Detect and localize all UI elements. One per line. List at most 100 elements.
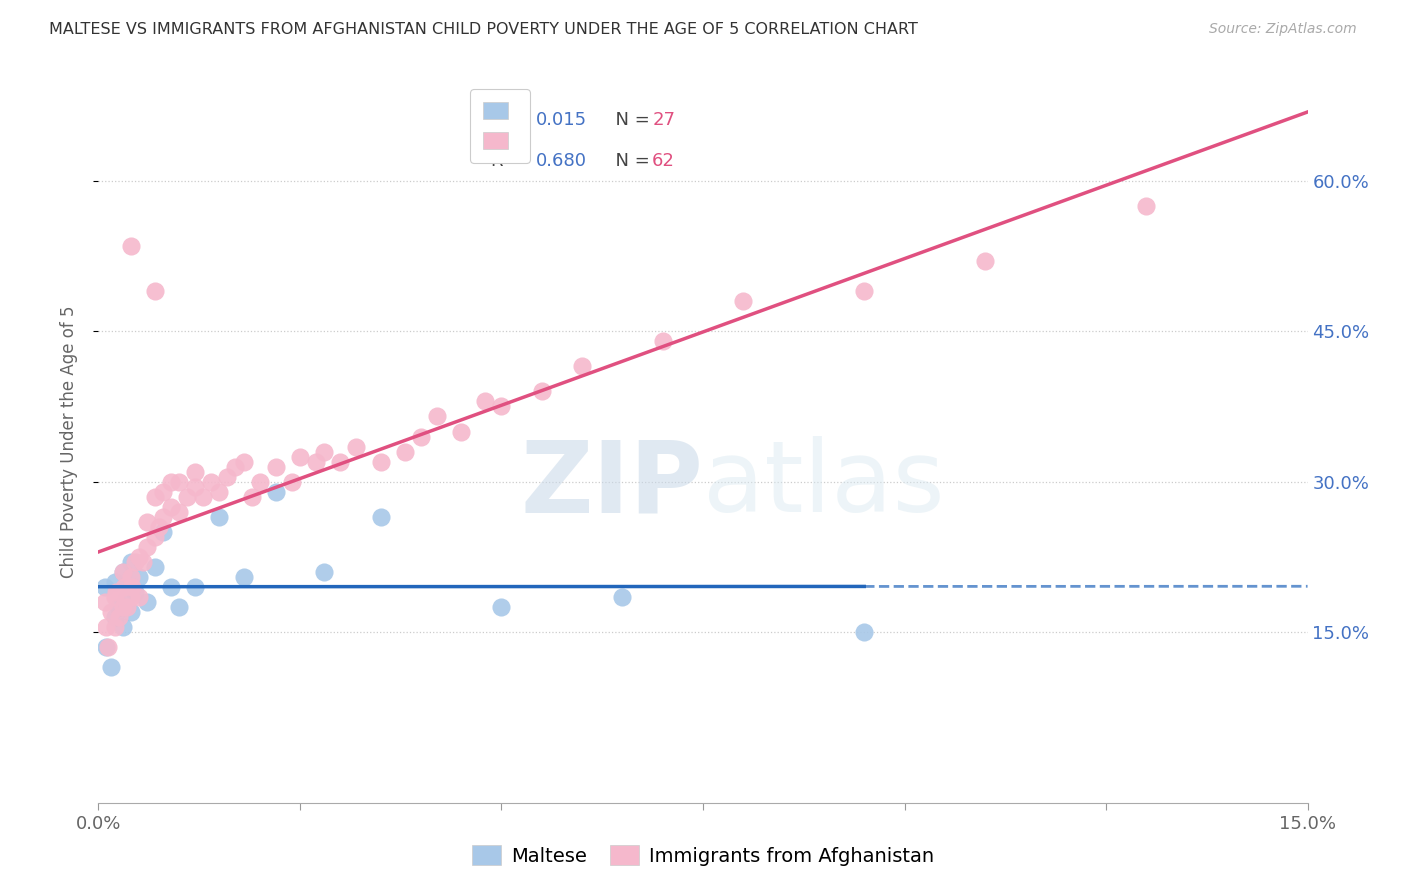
Point (288, 450, 311, 464)
Point (160, 500, 183, 514)
Point (120, 590, 142, 604)
Point (208, 484, 231, 499)
Point (100, 660, 122, 674)
Point (853, 625, 876, 640)
Point (107, 610, 129, 624)
Point (974, 253, 997, 268)
Point (450, 425, 472, 439)
Point (94, 595, 117, 609)
Point (112, 580, 135, 594)
Point (193, 490, 215, 504)
Point (314, 565, 336, 579)
Point (107, 600, 129, 615)
Point (612, 590, 634, 604)
Point (264, 484, 287, 499)
Point (128, 570, 150, 584)
Point (128, 549, 150, 564)
Point (409, 429, 432, 443)
Point (184, 480, 207, 494)
Legend: Maltese, Immigrants from Afghanistan: Maltese, Immigrants from Afghanistan (464, 838, 942, 873)
Point (426, 409, 449, 424)
Point (152, 524, 174, 539)
Point (111, 600, 134, 615)
Text: N =: N = (603, 153, 655, 170)
Point (160, 475, 183, 489)
Point (474, 394, 496, 409)
Point (1135, 199, 1157, 213)
Point (240, 490, 263, 504)
Point (232, 454, 254, 469)
Text: R =: R = (492, 111, 530, 129)
Point (96, 620, 118, 634)
Point (120, 605, 142, 619)
Point (143, 560, 166, 574)
Point (208, 509, 231, 524)
Point (853, 284, 876, 298)
Point (120, 555, 142, 569)
Point (111, 620, 134, 634)
Point (103, 610, 125, 624)
Point (103, 574, 125, 589)
Point (94, 580, 117, 594)
Text: 0.015: 0.015 (536, 111, 588, 129)
Point (370, 454, 392, 469)
Text: N =: N = (603, 111, 655, 129)
Text: ZIP: ZIP (520, 436, 703, 533)
Point (135, 595, 157, 609)
Point (105, 585, 128, 599)
Point (200, 475, 222, 489)
Point (115, 590, 138, 604)
Point (132, 555, 155, 569)
Point (121, 580, 143, 594)
Point (249, 475, 271, 489)
Point (143, 530, 166, 544)
Point (184, 465, 207, 479)
Text: atlas: atlas (703, 436, 945, 533)
Point (115, 600, 138, 615)
Point (135, 515, 157, 529)
Point (651, 334, 673, 348)
Point (344, 440, 367, 454)
Text: 0.680: 0.680 (536, 153, 588, 170)
Point (97, 640, 120, 655)
Text: R =: R = (492, 153, 530, 170)
Point (160, 580, 183, 594)
Text: 27: 27 (652, 111, 675, 129)
Point (103, 620, 125, 634)
Point (103, 590, 125, 604)
Point (224, 459, 246, 474)
Point (124, 585, 146, 599)
Point (152, 509, 174, 524)
Point (281, 475, 304, 489)
Text: 62: 62 (652, 153, 675, 170)
Point (128, 590, 150, 604)
Text: MALTESE VS IMMIGRANTS FROM AFGHANISTAN CHILD POVERTY UNDER THE AGE OF 5 CORRELAT: MALTESE VS IMMIGRANTS FROM AFGHANISTAN C… (49, 22, 918, 37)
Point (152, 484, 174, 499)
Point (217, 469, 239, 483)
Point (100, 605, 122, 619)
Point (232, 570, 254, 584)
Point (394, 444, 416, 458)
Point (135, 540, 157, 554)
Point (184, 580, 207, 594)
Point (143, 490, 166, 504)
Point (491, 400, 513, 414)
Point (148, 520, 170, 534)
Point (305, 454, 328, 469)
Point (111, 565, 134, 579)
Point (124, 555, 146, 569)
Point (329, 454, 352, 469)
Point (120, 239, 142, 253)
Point (143, 284, 166, 298)
Point (176, 490, 198, 504)
Point (370, 509, 392, 524)
Point (571, 359, 593, 374)
Point (530, 384, 553, 399)
Point (120, 570, 142, 584)
Point (167, 505, 190, 519)
Point (264, 459, 287, 474)
Legend: , : , (470, 89, 530, 163)
Point (167, 600, 190, 615)
Point (167, 475, 190, 489)
Text: Source: ZipAtlas.com: Source: ZipAtlas.com (1209, 22, 1357, 37)
